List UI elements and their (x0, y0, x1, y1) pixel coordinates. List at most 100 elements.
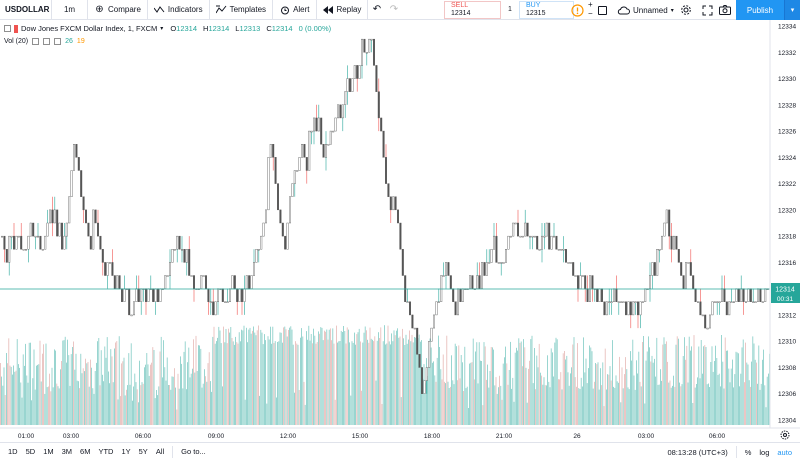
redo-button[interactable]: ↷ (385, 0, 402, 20)
volume-bar (283, 327, 284, 425)
chevron-down-icon[interactable]: ▾ (160, 26, 164, 32)
volume-label[interactable]: Vol (20) (4, 38, 29, 45)
candle-body (214, 301, 217, 316)
range-ytd[interactable]: YTD (98, 447, 114, 456)
candle-body (61, 222, 64, 250)
symbol-search-button[interactable]: USDOLLAR (0, 0, 52, 20)
candle-body (286, 222, 289, 250)
replay-button[interactable]: Replay (317, 0, 369, 20)
volume-bar (588, 368, 589, 425)
visibility-toggle-icon[interactable] (32, 38, 40, 45)
range-5d[interactable]: 5D (25, 447, 36, 456)
candle-body (536, 235, 539, 250)
price-axis[interactable]: 12334 12332 12330 12328 12326 12324 12322 12320… (778, 24, 796, 425)
templates-button[interactable]: Templates (210, 0, 274, 20)
clock[interactable]: 08:13:28 (UTC+3) (667, 447, 728, 457)
time-axis[interactable]: 01:00 03:00 06:00 09:00 12:00 15:00 18:00 21:00… (18, 433, 726, 440)
candle-body (416, 327, 419, 355)
log-toggle[interactable]: log (759, 447, 770, 457)
volume-bar (280, 332, 282, 425)
range-6m[interactable]: 6M (80, 447, 91, 456)
candle-body (238, 288, 241, 302)
volume-bar (13, 365, 14, 425)
candle-body (505, 249, 508, 263)
candle-body (742, 288, 745, 302)
fullscreen-button[interactable] (702, 0, 713, 20)
volume-bar (186, 389, 187, 425)
candle-body (581, 275, 584, 277)
volume-bar (208, 352, 210, 425)
range-1y[interactable]: 1Y (121, 447, 131, 456)
volume-bar (228, 328, 229, 425)
range-1m[interactable]: 1M (43, 447, 54, 456)
volume-bar (632, 339, 634, 425)
publish-menu-button[interactable]: ▾ (784, 0, 800, 20)
collapse-legend-icon[interactable] (4, 25, 11, 32)
volume-bar (723, 388, 725, 425)
volume-bar (195, 335, 197, 425)
zoom-in-icon[interactable]: + (588, 0, 593, 9)
settings-button[interactable] (680, 0, 692, 20)
volume-bar (175, 387, 176, 425)
price-chart[interactable]: 12334 12332 12330 12328 12326 12324 12322 12320… (0, 0, 800, 442)
auto-toggle[interactable]: auto (777, 447, 792, 457)
chart-settings-button[interactable] (780, 430, 790, 440)
volume-bar (366, 330, 367, 425)
volume-bar (448, 388, 450, 425)
candle-body (368, 38, 371, 53)
volume-bar (211, 391, 212, 425)
undo-button[interactable]: ↶ (368, 0, 385, 20)
volume-bar (206, 381, 208, 425)
volume-bar (531, 335, 533, 425)
candle-body (392, 196, 395, 211)
compare-button[interactable]: ⊕ Compare (88, 0, 148, 20)
fullscreen-frame-button[interactable] (598, 0, 607, 20)
volume-bar (429, 338, 431, 425)
candle-body (349, 78, 352, 92)
range-1d[interactable]: 1D (8, 447, 18, 456)
time-tick-label: 21:00 (496, 433, 513, 440)
volume-bar (118, 336, 120, 425)
volume-bar (255, 335, 257, 425)
alert-button[interactable]: Alert (273, 0, 317, 20)
volume-bar (664, 343, 666, 425)
settings-toggle-icon[interactable] (43, 38, 51, 45)
current-price-label: 12314 (775, 287, 795, 294)
remove-indicator-icon[interactable] (54, 38, 62, 45)
volume-bar (480, 360, 481, 425)
candle-body (353, 65, 356, 79)
range-3m[interactable]: 3M (61, 447, 73, 456)
candle-body (385, 157, 388, 184)
sell-button[interactable]: SELL 12314 (444, 1, 501, 19)
volume-bar (657, 384, 659, 425)
percent-toggle[interactable]: % (744, 447, 752, 457)
volume-bar (106, 337, 108, 425)
goto-button[interactable]: Go to... (181, 447, 206, 456)
volume-bar (128, 353, 130, 425)
volume-bar (295, 341, 296, 425)
flag-icon[interactable] (14, 24, 18, 33)
volume-bar (573, 337, 575, 425)
zoom-out-icon[interactable]: − (588, 9, 593, 18)
volume-bars (0, 325, 770, 425)
interval-button[interactable]: 1m (52, 0, 88, 20)
publish-button[interactable]: Publish (736, 0, 784, 20)
range-all[interactable]: All (155, 447, 165, 456)
layout-menu-button[interactable]: Unnamed ▾ (617, 0, 674, 20)
sell-label: SELL (451, 2, 469, 9)
volume-bar (315, 343, 317, 425)
volume-bar (435, 381, 437, 425)
candle-body (200, 275, 203, 289)
series-title[interactable]: Dow Jones FXCM Dollar Index, 1, FXCM (21, 24, 158, 33)
volume-bar (356, 334, 358, 425)
volume-bar (246, 327, 247, 425)
candle-body (709, 314, 712, 329)
range-5y[interactable]: 5Y (138, 447, 148, 456)
volume-bar (675, 344, 677, 425)
candle-body (34, 235, 37, 238)
info-button[interactable] (571, 0, 584, 20)
buy-button[interactable]: BUY 12315 (519, 1, 574, 19)
snapshot-button[interactable] (719, 0, 731, 20)
volume-bar (685, 359, 686, 425)
indicators-button[interactable]: Indicators (148, 0, 210, 20)
